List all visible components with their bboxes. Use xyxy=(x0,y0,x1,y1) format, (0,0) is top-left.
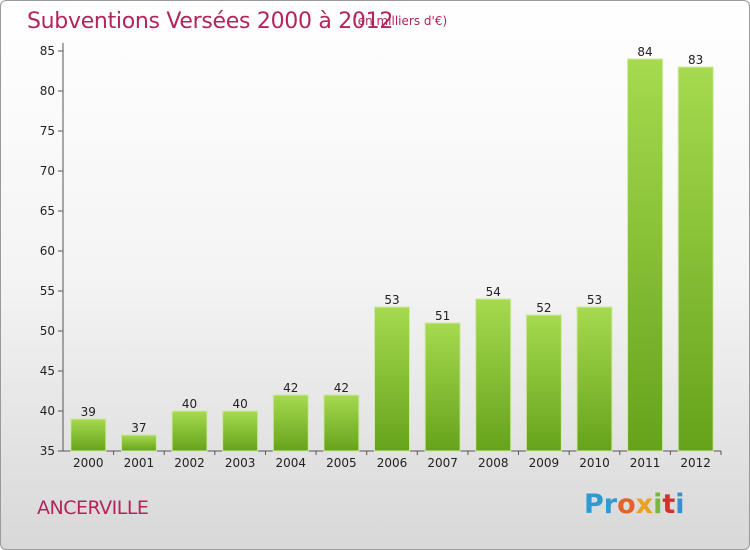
bar xyxy=(627,58,664,452)
data-label: 37 xyxy=(131,421,146,435)
bar xyxy=(374,306,410,452)
x-tick-label: 2006 xyxy=(377,456,408,470)
data-label: 42 xyxy=(334,381,349,395)
x-tick-label: 2004 xyxy=(275,456,306,470)
y-tick-label: 85 xyxy=(40,44,55,58)
bar xyxy=(222,410,259,452)
data-label: 52 xyxy=(536,301,551,315)
logo-part: x xyxy=(635,489,654,520)
x-tick-label: 2001 xyxy=(124,456,155,470)
x-tick-label: 2008 xyxy=(478,456,509,470)
y-tick-label: 80 xyxy=(40,84,55,98)
bar xyxy=(272,394,309,452)
chart-axes: 35 40 45 50 55 60 65 70 75 80 85 xyxy=(40,43,722,458)
y-tick-label: 60 xyxy=(40,244,55,258)
logo-part: i xyxy=(653,489,663,520)
y-tick-label: 75 xyxy=(40,124,55,138)
bar xyxy=(424,322,461,452)
y-tick-label: 65 xyxy=(40,204,55,218)
y-tick-label: 35 xyxy=(40,444,55,458)
x-tick-label: 2009 xyxy=(529,456,560,470)
data-label: 39 xyxy=(81,405,96,419)
y-tick-label: 50 xyxy=(40,324,55,338)
bar xyxy=(475,298,512,452)
x-tick-label: 2002 xyxy=(174,456,205,470)
y-tick-label: 70 xyxy=(40,164,55,178)
bar xyxy=(576,306,613,452)
data-label: 53 xyxy=(384,293,399,307)
bar xyxy=(120,434,157,452)
proxiti-logo[interactable]: Proxiti xyxy=(584,489,685,520)
data-label: 84 xyxy=(637,45,652,59)
bar xyxy=(70,418,107,452)
chart-bars xyxy=(70,58,714,452)
x-tick-label: 2010 xyxy=(579,456,610,470)
chart-subtitle: (en milliers d'€) xyxy=(353,14,448,28)
y-tick-label: 55 xyxy=(40,284,55,298)
data-label: 54 xyxy=(486,285,501,299)
x-tick-label: 2000 xyxy=(73,456,104,470)
chart-title: Subventions Versées 2000 à 2012 xyxy=(27,9,394,34)
logo-part: Pr xyxy=(584,489,618,520)
data-label: 42 xyxy=(283,381,298,395)
x-tick-label: 2012 xyxy=(680,456,711,470)
x-tick-label: 2003 xyxy=(225,456,256,470)
data-label: 83 xyxy=(688,53,703,67)
logo-part: o xyxy=(617,489,636,520)
x-tick-label: 2005 xyxy=(326,456,357,470)
data-label: 51 xyxy=(435,309,450,323)
x-tick-label: 2007 xyxy=(427,456,458,470)
x-tick-label: 2011 xyxy=(630,456,661,470)
data-label: 53 xyxy=(587,293,602,307)
data-label: 40 xyxy=(233,397,248,411)
y-tick-label: 45 xyxy=(40,364,55,378)
commune-name: ANCERVILLE xyxy=(37,497,149,519)
bar xyxy=(171,410,208,452)
y-tick-label: 40 xyxy=(40,404,55,418)
bar xyxy=(525,314,562,452)
chart-labels: 2000 39 2001 37 2002 40 2003 40 2004 42 2005 42 2006… xyxy=(73,45,711,470)
bar xyxy=(677,66,714,452)
logo-part: i xyxy=(675,489,685,520)
logo-part: t xyxy=(662,489,676,520)
bar xyxy=(323,394,360,452)
data-label: 40 xyxy=(182,397,197,411)
